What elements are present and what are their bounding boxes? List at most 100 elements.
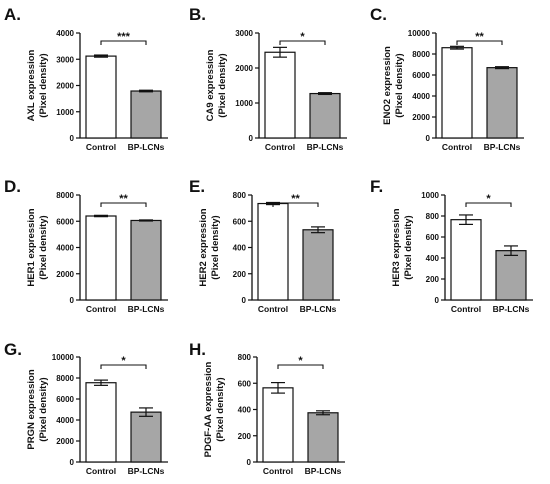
y-axis-label: AXL expression (Pixel density)	[26, 49, 49, 121]
x-tick-label: Control	[263, 466, 293, 476]
significance-stars: *	[121, 355, 126, 367]
y-axis-label: CA9 expression (Pixel density)	[205, 49, 228, 121]
significance-bracket	[465, 202, 512, 207]
x-tick-label: Control	[442, 142, 472, 152]
bar-control	[441, 47, 473, 139]
y-axis-label: PRGN expression (Pixel density)	[26, 369, 49, 449]
y-axis-unit: (Pixel density)	[210, 215, 221, 279]
x-tick-label: Control	[86, 466, 116, 476]
y-axis-title: PRGN expression	[26, 369, 37, 449]
bar-control	[85, 382, 117, 463]
panel-h: H. PDGF-AA expression (Pixel density) 0 200 4…	[189, 340, 345, 476]
y-tick-label: 2000	[56, 437, 74, 446]
significance-bracket	[272, 202, 319, 207]
y-tick-label: 4000	[56, 416, 74, 425]
y-axis-label: HER1 expression (Pixel density)	[26, 208, 49, 286]
significance-bracket	[100, 202, 147, 207]
panel-d: D. HER1 expression (Pixel density) 0 2000 400…	[4, 177, 168, 314]
panel-label: E.	[189, 177, 205, 196]
y-tick-label: 800	[233, 191, 247, 200]
y-axis-label: ENO2 expression (Pixel density)	[382, 46, 405, 125]
y-tick-label: 2000	[235, 64, 253, 73]
significance-stars: **	[475, 31, 484, 43]
bar-treated	[302, 229, 334, 301]
y-tick-label: 600	[233, 217, 247, 226]
bar-treated	[309, 92, 341, 139]
y-axis-unit: (Pixel density)	[38, 377, 49, 441]
y-tick-label: 6000	[56, 217, 74, 226]
y-axis-unit: (Pixel density)	[215, 377, 226, 441]
x-tick-label: BP-LCNs	[493, 304, 530, 314]
y-tick-label: 200	[233, 270, 247, 279]
x-tick-label: Control	[451, 304, 481, 314]
y-tick-label: 200	[426, 275, 440, 284]
y-tick-label: 0	[70, 296, 75, 305]
x-tick-label: BP-LCNs	[128, 304, 165, 314]
y-tick-label: 6000	[56, 395, 74, 404]
y-tick-label: 400	[233, 244, 247, 253]
panel-label: F.	[370, 177, 383, 196]
bar-treated	[486, 67, 518, 139]
y-tick-label: 400	[426, 254, 440, 263]
x-tick-label: BP-LCNs	[300, 304, 337, 314]
bar-control	[262, 387, 294, 463]
x-tick-label: Control	[86, 304, 116, 314]
bar-treated	[130, 219, 162, 301]
bar-control	[264, 51, 296, 139]
y-tick-label: 4000	[412, 92, 430, 101]
significance-stars: *	[300, 31, 305, 43]
significance-stars: *	[298, 355, 303, 367]
y-axis-unit: (Pixel density)	[403, 215, 414, 279]
significance-stars: **	[291, 193, 300, 205]
y-tick-label: 1000	[421, 191, 439, 200]
panel-label: H.	[189, 340, 206, 359]
y-tick-label: 8000	[412, 50, 430, 59]
y-tick-label: 600	[238, 379, 252, 388]
y-tick-label: 0	[242, 296, 247, 305]
y-tick-label: 0	[249, 134, 254, 143]
y-tick-label: 0	[70, 458, 75, 467]
panel-b: B. CA9 expression (Pixel density) 0 1000 2000…	[189, 5, 347, 152]
y-axis-title: ENO2 expression	[382, 46, 393, 125]
y-tick-label: 6000	[412, 71, 430, 80]
panel-e: E. HER2 expression (Pixel density) 0 200 400 6…	[189, 177, 340, 314]
y-axis-title: HER3 expression	[391, 208, 402, 286]
significance-bracket	[456, 40, 503, 45]
x-tick-label: BP-LCNs	[128, 466, 165, 476]
y-axis-title: CA9 expression	[205, 49, 216, 121]
y-axis-title: HER2 expression	[198, 208, 209, 286]
y-axis-title: HER1 expression	[26, 208, 37, 286]
panel-label: A.	[4, 5, 21, 24]
x-tick-label: BP-LCNs	[484, 142, 521, 152]
bar-control	[85, 55, 117, 139]
y-tick-label: 0	[247, 458, 252, 467]
y-tick-label: 0	[426, 134, 431, 143]
panel-label: C.	[370, 5, 387, 24]
significance-stars: **	[119, 193, 128, 205]
y-tick-label: 3000	[56, 55, 74, 64]
significance-stars: *	[486, 193, 491, 205]
x-tick-label: Control	[86, 142, 116, 152]
panel-c: C. ENO2 expression (Pixel density) 0 2000 400…	[370, 5, 524, 152]
y-axis-title: PDGF-AA expression	[203, 361, 214, 457]
y-tick-label: 800	[426, 212, 440, 221]
significance-bracket	[277, 364, 324, 369]
significance-bracket	[100, 40, 147, 45]
panel-f: F. HER3 expression (Pixel density) 0 200 400 6…	[370, 177, 533, 314]
panel-label: G.	[4, 340, 22, 359]
y-tick-label: 0	[435, 296, 440, 305]
y-tick-label: 3000	[235, 29, 253, 38]
y-axis-unit: (Pixel density)	[38, 215, 49, 279]
bar-control	[257, 202, 289, 301]
y-tick-label: 2000	[412, 113, 430, 122]
x-tick-label: Control	[258, 304, 288, 314]
y-tick-label: 1000	[56, 108, 74, 117]
bar-control	[450, 219, 482, 301]
y-tick-label: 1000	[235, 99, 253, 108]
y-tick-label: 8000	[56, 374, 74, 383]
bar-treated	[495, 250, 527, 301]
y-axis-title: AXL expression	[26, 49, 37, 121]
y-axis-unit: (Pixel density)	[38, 53, 49, 117]
y-axis-label: HER3 expression (Pixel density)	[391, 208, 414, 286]
